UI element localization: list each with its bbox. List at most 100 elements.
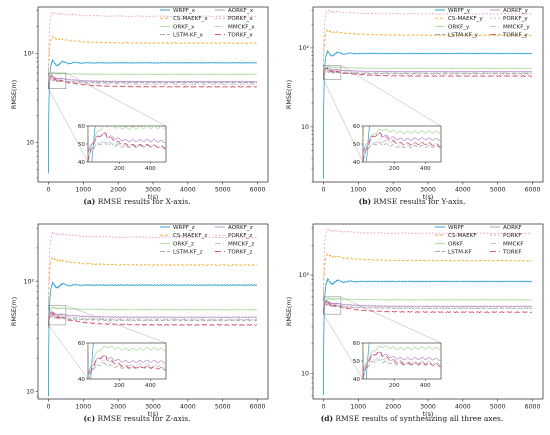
- inset-line-mmckf: [88, 359, 166, 379]
- x-axis-label: t(s): [423, 410, 434, 418]
- x-tick-label: 0: [321, 404, 325, 411]
- x-tick-label: 2000: [385, 404, 401, 411]
- x-axis-label: t(s): [148, 410, 159, 418]
- legend-label: ORKF_y: [448, 24, 470, 30]
- y-tick-label: 10: [26, 140, 34, 147]
- inset-series-group: [88, 126, 166, 162]
- legend-label: MMCKF_x: [228, 24, 255, 30]
- series-group: [48, 11, 258, 174]
- inset-line-aorkf: [88, 355, 166, 376]
- zoom-connector: [65, 305, 167, 344]
- x-tick-label: 3000: [145, 187, 161, 194]
- x-tick-label: 5000: [215, 187, 231, 194]
- inset-line-torkf: [88, 354, 166, 379]
- legend-label: WRPF_z: [173, 225, 195, 231]
- series-line-cs-maekf: [48, 36, 258, 77]
- inset-line-lstm-kf: [363, 359, 441, 374]
- legend-label: TORKF_y: [502, 33, 528, 39]
- caption-text: RMSE results for X-axis.: [95, 197, 190, 206]
- series-line-orkf: [323, 297, 533, 315]
- zoom-connector: [340, 65, 442, 127]
- legend-label: LSTM-KF: [448, 250, 472, 256]
- inset-y-tick-label: 50: [78, 142, 86, 148]
- series-line-porkf: [323, 9, 533, 66]
- y-tick-label: 10²: [24, 50, 35, 57]
- inset-x-tick-label: 200: [114, 166, 125, 172]
- inset-line-orkf: [363, 128, 441, 162]
- series-line-mmckf: [48, 313, 258, 325]
- series-line-lstm-kf: [48, 315, 258, 323]
- inset-line-lstm-kf: [363, 142, 441, 154]
- legend-label: MMCKF: [503, 241, 523, 247]
- caption-label: (b): [359, 197, 371, 206]
- inset-line-orkf: [88, 345, 166, 379]
- y-tick-label: 10²: [299, 272, 310, 279]
- inset-y-tick-label: 60: [353, 341, 361, 347]
- y-tick-label: 10: [26, 388, 34, 395]
- x-tick-label: 1000: [75, 187, 91, 194]
- x-tick-label: 4000: [180, 404, 196, 411]
- series-group: [48, 231, 258, 397]
- inset-y-tick-label: 50: [353, 359, 361, 365]
- legend-label: CS-MAEKF_z: [173, 233, 207, 239]
- series-line-wrpf: [48, 280, 258, 397]
- inset-y-tick-label: 60: [78, 341, 86, 347]
- y-tick-label: 10: [301, 124, 309, 131]
- x-tick-label: 6000: [250, 404, 266, 411]
- series-line-cs-maekf: [323, 29, 533, 72]
- x-tick-label: 5000: [490, 404, 506, 411]
- inset-frame: [362, 125, 442, 163]
- zoom-connector: [340, 296, 442, 344]
- caption-text: RMSE results for Y-axis.: [371, 197, 465, 206]
- panel-a: 0 1000 2000 3000 4000 5000 6000 10 10² t(s) RMSE(m…: [10, 6, 269, 206]
- inset-y-tick-label: 40: [353, 377, 361, 383]
- inset-series-group: [88, 343, 166, 379]
- legend-label: WRPF_x: [173, 8, 196, 14]
- series-line-mmckf: [323, 302, 533, 315]
- legend-label: PORKF_z: [228, 233, 252, 239]
- legend-label: PORKF: [503, 233, 522, 239]
- x-tick-label: 0: [46, 187, 50, 194]
- x-tick-label: 1000: [350, 187, 366, 194]
- legend-label: LSTM-KF_y: [448, 33, 479, 39]
- series-line-lstm-kf: [323, 70, 533, 76]
- x-tick-label: 5000: [490, 187, 506, 194]
- legend-label: TORKF_x: [227, 33, 253, 39]
- series-line-orkf: [48, 306, 258, 325]
- series-line-aorkf: [323, 300, 533, 311]
- series-line-wrpf: [323, 277, 533, 396]
- inset-line-torkf: [363, 350, 441, 379]
- x-tick-label: 3000: [420, 187, 436, 194]
- series-line-mmckf: [323, 69, 533, 80]
- x-tick-label: 2000: [110, 187, 126, 194]
- legend-label: MMCKF_z: [228, 241, 254, 247]
- inset-x-tick-label: 400: [145, 383, 156, 389]
- series-line-torkf: [48, 75, 258, 89]
- x-tick-label: 1000: [350, 404, 366, 411]
- zoom-connector: [48, 324, 89, 380]
- panel-caption: (b) RMSE results for Y-axis.: [359, 197, 466, 206]
- y-axis-label: RMSE(m): [10, 297, 18, 326]
- series-line-porkf: [48, 231, 258, 306]
- inset-series-group: [363, 126, 441, 162]
- inset-line-cs-maekf: [363, 126, 364, 145]
- caption-text: RMSE results for Z-axis.: [95, 414, 190, 423]
- zoom-connector: [48, 88, 89, 163]
- series-line-orkf: [323, 66, 533, 80]
- series-line-cs-maekf: [48, 257, 258, 310]
- series-line-cs-maekf: [323, 253, 533, 301]
- legend-label: WRPF: [448, 225, 464, 231]
- y-tick-label: 10²: [299, 45, 310, 52]
- x-tick-label: 4000: [180, 187, 196, 194]
- x-tick-label: 3000: [420, 404, 436, 411]
- panel-c: 0 1000 2000 3000 4000 5000 6000 10 10² t(s) RMSE(m…: [10, 223, 269, 423]
- legend-label: WRPF_y: [448, 8, 471, 14]
- legend-label: AORKF_x: [228, 8, 254, 14]
- legend: WRPF CS-MAEKF ORKF LSTM-KF AORKF PORKF MMCKF TO…: [435, 225, 523, 256]
- series-group: [323, 228, 533, 396]
- legend-label: ORKF_x: [173, 24, 195, 30]
- legend-label: AORKF_z: [228, 225, 253, 231]
- inset-x-tick-label: 400: [420, 383, 431, 389]
- series-group: [323, 9, 533, 179]
- legend-label: TORKF: [502, 250, 522, 256]
